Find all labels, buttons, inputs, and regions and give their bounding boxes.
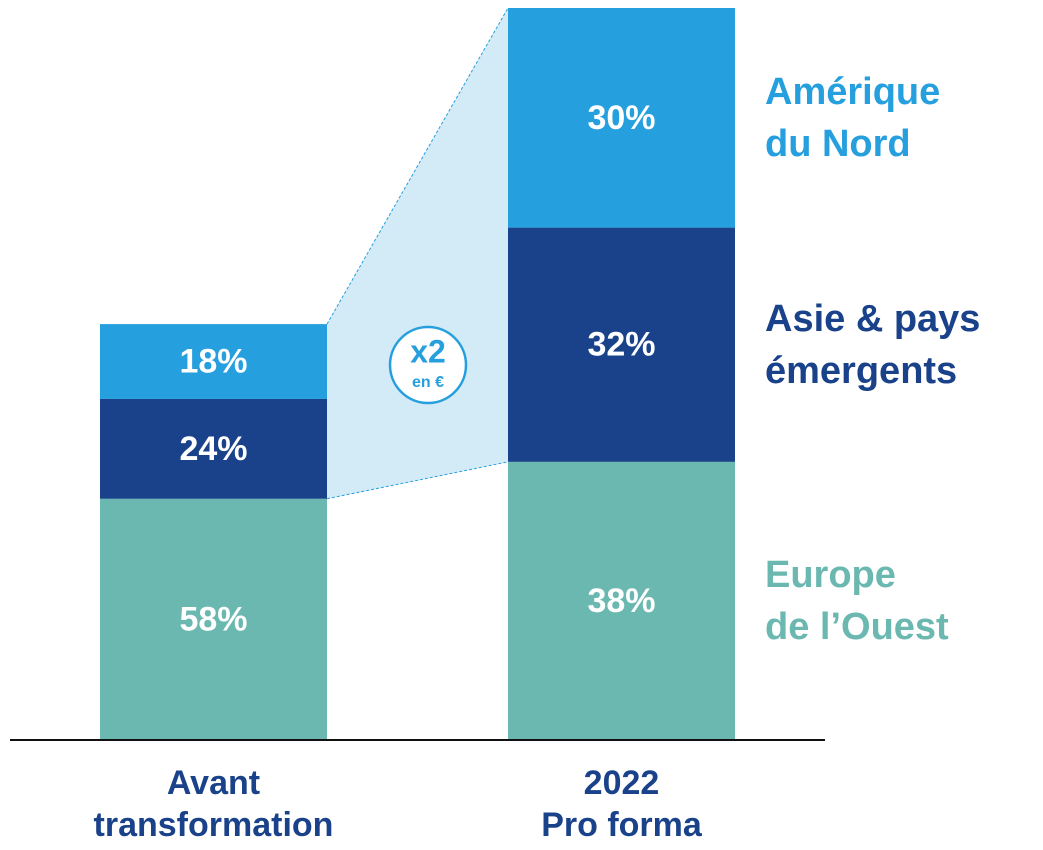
data-label: 38% xyxy=(587,582,655,620)
data-label: 18% xyxy=(179,343,247,381)
connector-edge xyxy=(326,7,509,325)
legend-label: Europe de l’Ouest xyxy=(765,553,949,648)
x-tick-label: 2022 Pro forma xyxy=(541,764,702,844)
connector xyxy=(327,8,508,499)
data-label: 24% xyxy=(179,430,247,468)
annotation-subtext: en € xyxy=(412,374,444,391)
connector-edge xyxy=(326,461,509,500)
legend-label: Asie & pays émergents xyxy=(765,297,981,392)
data-label: 32% xyxy=(587,326,655,364)
bar-segment xyxy=(508,227,735,462)
bar-segment xyxy=(508,461,735,740)
bar-segment xyxy=(100,498,327,740)
bar-segment xyxy=(100,324,327,399)
data-label: 30% xyxy=(587,99,655,137)
annotation-circle xyxy=(388,325,468,405)
x-tick-label: Avant transformation xyxy=(93,764,334,844)
bar-segment xyxy=(100,398,327,499)
data-label: 58% xyxy=(179,600,247,638)
legend-label: Amérique du Nord xyxy=(765,70,941,165)
bar-segment xyxy=(508,8,735,228)
annotation-text: x2 xyxy=(410,333,446,369)
